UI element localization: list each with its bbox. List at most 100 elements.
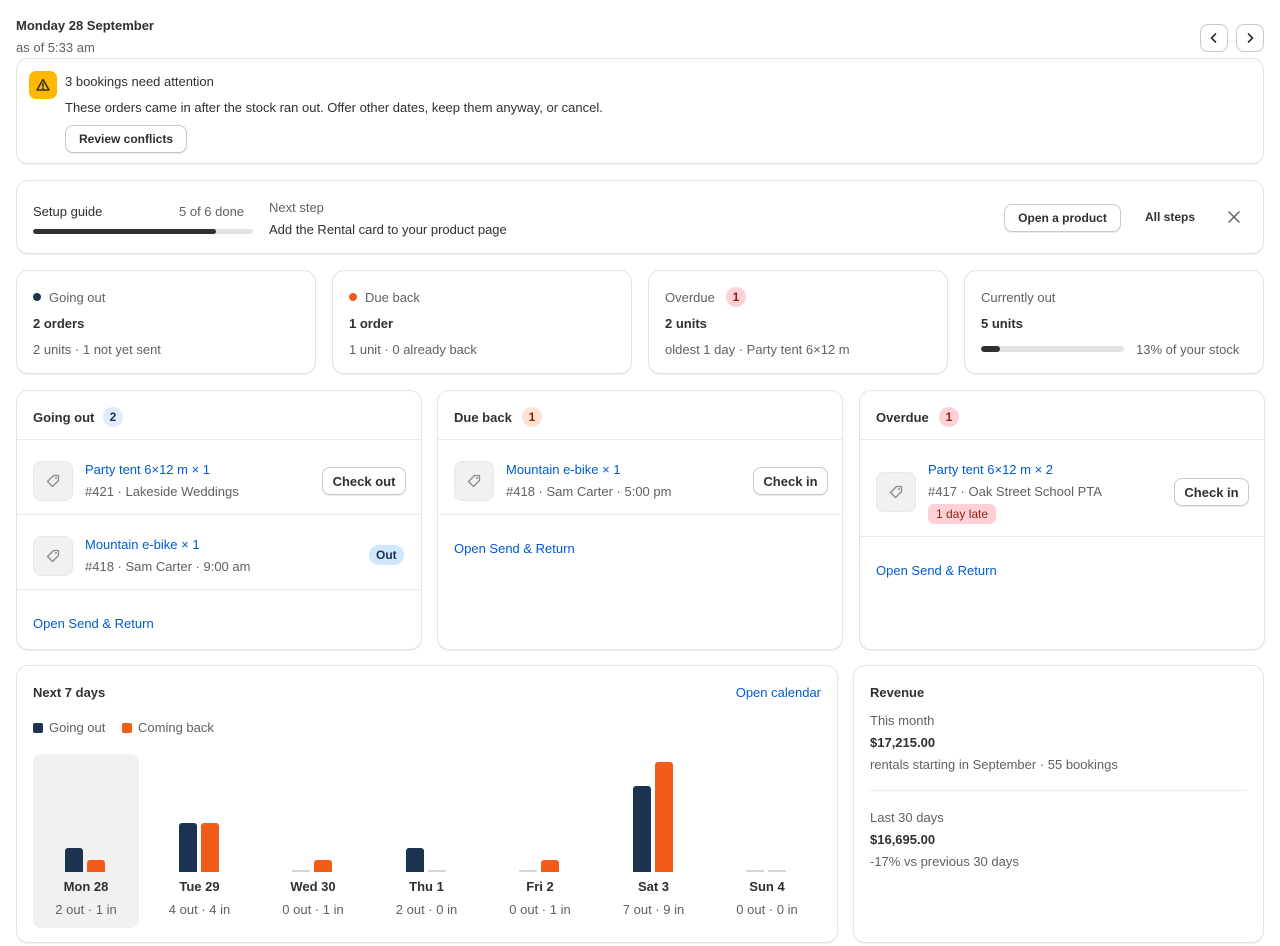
chart-day-label: Sun 4	[749, 879, 785, 894]
legend-coming-back-label: Coming back	[138, 720, 214, 735]
chart-bar-going-out	[178, 823, 197, 872]
chart-bar-coming-back	[654, 762, 673, 872]
as-of-time: as of 5:33 am	[16, 40, 95, 55]
due-back-panel-title: Due back	[454, 410, 512, 425]
stat-overdue: Overdue 1 2 units oldest 1 day · Party t…	[648, 270, 948, 374]
overdue-item-1-name[interactable]: Party tent 6×12 m × 2	[928, 462, 1054, 477]
chevron-right-icon	[1247, 33, 1254, 43]
revenue-last30-value: $16,695.00	[870, 832, 936, 847]
due-back-item-1-detail: #418 · Sam Carter · 5:00 pm	[506, 484, 672, 499]
chart-day-summary: 2 out · 0 in	[395, 902, 458, 917]
next-step-text: Add the Rental card to your product page	[269, 222, 507, 237]
chart-bar-going-out	[632, 786, 651, 872]
next-7-days-card: Next 7 days Open calendar Going out Comi…	[16, 665, 838, 943]
stat-overdue-label: Overdue	[665, 290, 715, 305]
check-in-button[interactable]: Check in	[753, 467, 828, 495]
stat-going-out-value: 2 orders	[33, 316, 85, 331]
stat-currently-out-label: Currently out	[981, 290, 1056, 305]
review-conflicts-button[interactable]: Review conflicts	[65, 125, 187, 153]
legend-coming-back-swatch	[122, 723, 132, 733]
tag-icon	[454, 461, 494, 501]
close-icon[interactable]	[1227, 210, 1243, 226]
chart-day-label: Fri 2	[526, 879, 554, 894]
due-back-item-1-name[interactable]: Mountain e-bike × 1	[506, 462, 621, 477]
revenue-divider	[870, 790, 1247, 791]
alert-message: These orders came in after the stock ran…	[65, 100, 603, 115]
chart-day-label: Thu 1	[409, 879, 444, 894]
stat-going-out-detail: 2 units · 1 not yet sent	[33, 342, 161, 357]
going-out-item-2-name[interactable]: Mountain e-bike × 1	[85, 537, 200, 552]
setup-progress-text: 5 of 6 done	[179, 204, 245, 219]
stat-currently-out: Currently out 5 units 13% of your stock	[964, 270, 1264, 374]
chart-day-summary: 0 out · 1 in	[282, 902, 344, 917]
chart-day-summary: 0 out · 1 in	[509, 902, 571, 917]
revenue-month-detail: rentals starting in September · 55 booki…	[870, 757, 1118, 772]
chart-bar-coming-back	[427, 870, 446, 872]
going-out-dot	[33, 293, 41, 301]
overdue-panel-count-badge: 1	[939, 407, 959, 427]
next-day-button[interactable]	[1236, 24, 1264, 52]
stat-going-out-label: Going out	[49, 290, 106, 305]
chart-day-summary: 0 out · 0 in	[736, 902, 798, 917]
stock-usage-bar	[981, 346, 1124, 352]
chart-bar-going-out	[519, 870, 537, 872]
going-out-item-1-name[interactable]: Party tent 6×12 m × 1	[85, 462, 211, 477]
next-7-days-chart: Mon 28 2 out · 1 in Tue 29 4 out · 4 in Wed …	[33, 754, 828, 928]
chart-day-column: Sat 3 7 out · 9 in	[601, 754, 707, 928]
chart-day-label: Sat 3	[637, 879, 670, 894]
going-out-count-badge: 2	[103, 407, 123, 427]
chart-day-column: Sun 4 0 out · 0 in	[714, 754, 820, 928]
chart-day-column: Fri 2 0 out · 1 in	[487, 754, 593, 928]
tag-icon	[33, 536, 73, 576]
due-back-dot	[349, 293, 357, 301]
revenue-card: Revenue This month $17,215.00 rentals st…	[853, 665, 1264, 943]
legend-going-out-label: Going out	[49, 720, 106, 735]
chart-bar-coming-back	[200, 823, 219, 872]
open-product-button[interactable]: Open a product	[1004, 204, 1121, 232]
attention-banner: 3 bookings need attention These orders c…	[16, 58, 1264, 164]
tag-icon	[876, 472, 916, 512]
stat-overdue-detail: oldest 1 day · Party tent 6×12 m	[665, 342, 850, 357]
next-step-label: Next step	[269, 200, 324, 215]
tag-icon	[33, 461, 73, 501]
stat-due-back-value: 1 order	[349, 316, 394, 331]
revenue-last30-detail: -17% vs previous 30 days	[870, 854, 1019, 869]
stat-due-back-label: Due back	[365, 290, 420, 305]
stat-due-back-detail: 1 unit · 0 already back	[349, 342, 477, 357]
chart-bar-going-out	[292, 870, 310, 872]
chart-bar-coming-back	[541, 860, 559, 872]
stat-currently-out-value: 5 units	[981, 316, 1023, 331]
revenue-last30-label: Last 30 days	[870, 810, 944, 825]
overdue-panel: Overdue 1 Party tent 6×12 m × 2 #417 · O…	[859, 390, 1265, 650]
overdue-send-return-link[interactable]: Open Send & Return	[876, 563, 997, 578]
due-back-send-return-link[interactable]: Open Send & Return	[454, 541, 575, 556]
stat-going-out: Going out 2 orders 2 units · 1 not yet s…	[16, 270, 316, 374]
open-calendar-link[interactable]: Open calendar	[735, 685, 821, 700]
going-out-panel: Going out 2 Party tent 6×12 m × 1 #421 ·…	[16, 390, 422, 650]
chart-day-column: Wed 30 0 out · 1 in	[260, 754, 366, 928]
setup-progress-bar	[33, 229, 253, 234]
going-out-send-return-link[interactable]: Open Send & Return	[33, 616, 154, 631]
overdue-check-in-button[interactable]: Check in	[1174, 478, 1249, 506]
going-out-panel-title: Going out	[33, 410, 95, 425]
overdue-item-1-detail: #417 · Oak Street School PTA	[928, 484, 1102, 499]
all-steps-button[interactable]: All steps	[1145, 210, 1196, 224]
check-out-button[interactable]: Check out	[322, 467, 406, 495]
alert-title: 3 bookings need attention	[65, 74, 214, 89]
warning-icon	[29, 71, 57, 99]
setup-guide-card: Setup guide 5 of 6 done Next step Add th…	[16, 180, 1264, 254]
going-out-item-1-detail: #421 · Lakeside Weddings	[85, 484, 239, 499]
next-7-days-title: Next 7 days	[33, 685, 106, 700]
chart-bar-coming-back	[314, 860, 332, 872]
legend-going-out-swatch	[33, 723, 43, 733]
chart-bar-coming-back	[768, 870, 786, 872]
due-back-count-badge: 1	[522, 407, 542, 427]
due-back-panel: Due back 1 Mountain e-bike × 1 #418 · Sa…	[437, 390, 843, 650]
stock-usage-text: 13% of your stock	[1136, 342, 1240, 357]
stat-overdue-value: 2 units	[665, 316, 707, 331]
chart-day-summary: 4 out · 4 in	[168, 902, 231, 917]
revenue-month-value: $17,215.00	[870, 735, 936, 750]
previous-day-button[interactable]	[1200, 24, 1228, 52]
revenue-title: Revenue	[870, 685, 925, 700]
chart-day-label: Mon 28	[63, 879, 109, 894]
